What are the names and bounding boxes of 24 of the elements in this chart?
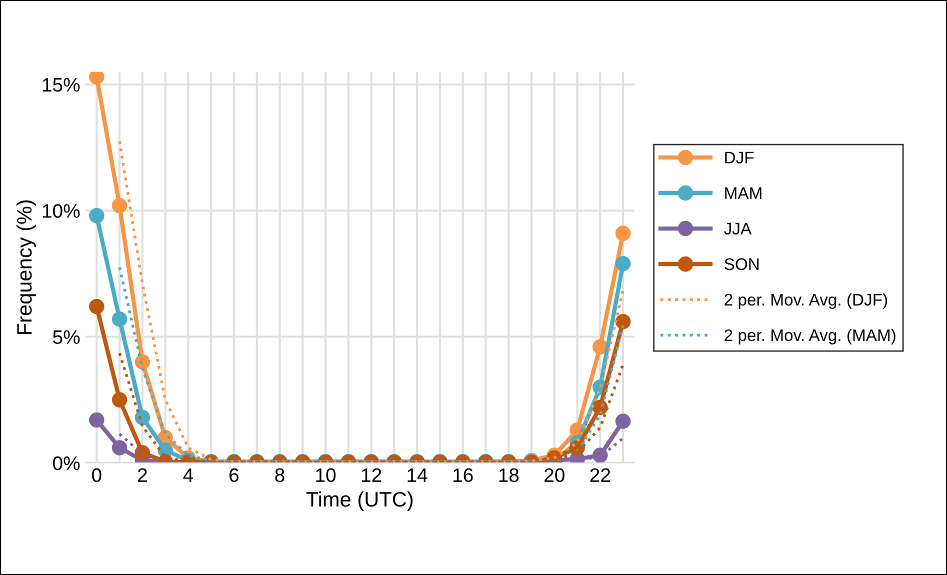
y-tick-label: 0% [53,456,80,470]
legend-label: 2 per. Mov. Avg. (DJF) [724,293,888,309]
x-tick-label: 18 [499,468,519,482]
x-tick-label: 10 [316,468,336,482]
x-axis-title: Time (UTC) [306,491,413,511]
y-tick-label: 5% [53,330,80,344]
y-tick-label: 15% [42,78,80,92]
legend-label: MAM [725,187,762,199]
x-tick-label: 0 [92,468,102,482]
y-axis-title: Frequency (%) [16,200,36,334]
legend-label: 2 per. Mov. Avg. (MAM) [724,328,896,344]
x-tick-label: 2 [138,468,147,482]
legend-label: JJA [724,222,752,235]
legend-label: SON [724,258,759,270]
legend-label: DJF [725,152,754,164]
x-tick-label: 6 [230,468,239,482]
x-tick-label: 20 [544,468,564,482]
y-tick-label: 10% [42,204,80,218]
x-tick-label: 22 [590,468,610,482]
x-tick-label: 14 [408,468,428,482]
x-tick-label: 4 [183,468,194,482]
x-tick-label: 16 [454,468,473,482]
x-tick-label: 12 [362,468,382,482]
x-tick-label: 8 [275,468,284,482]
